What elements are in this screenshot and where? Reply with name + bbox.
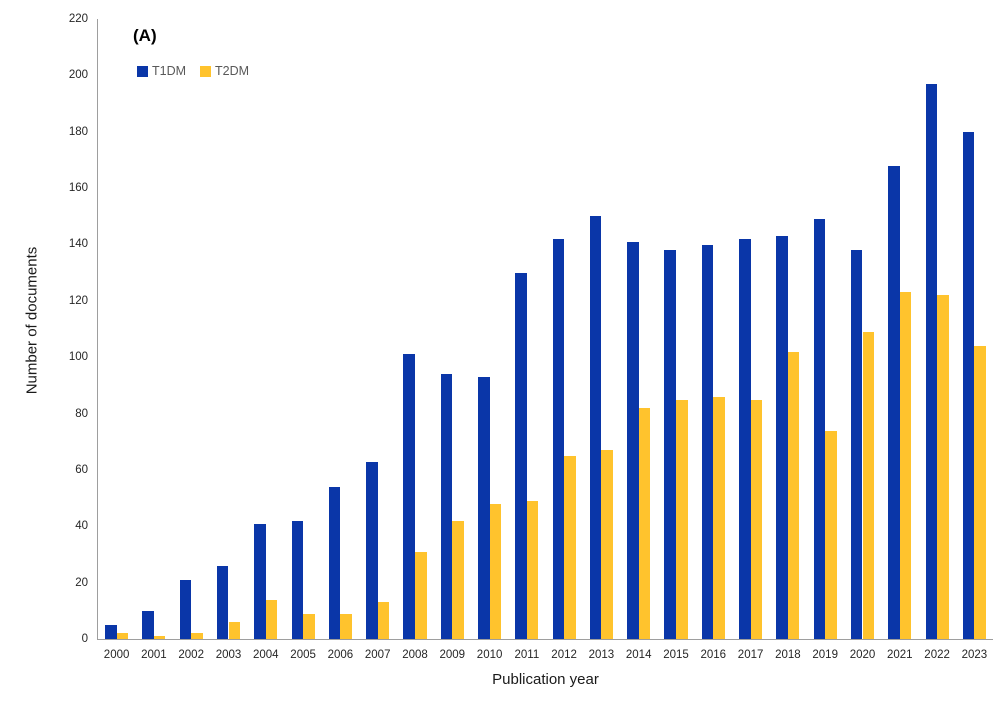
bar-t1dm-2009 [440,374,453,639]
bar-t2dm-2021 [899,292,912,639]
bar-t1dm-2005 [291,520,304,639]
x-tick-2004: 2004 [253,649,279,661]
bar-t1dm-2003 [216,565,229,639]
y-tick-100: 100 [68,351,88,364]
x-tick-2023: 2023 [961,649,988,661]
bar-t1dm-2019 [813,219,826,639]
x-tick-2000: 2000 [103,649,130,661]
x-tick-2005: 2005 [290,649,316,661]
x-tick-2016: 2016 [700,649,727,661]
x-tick-2007: 2007 [364,649,391,661]
bar-t1dm-2013 [589,216,602,639]
bar-t1dm-2021 [888,165,900,639]
legend-label-t2dm: T2DM [215,64,250,78]
x-tick-2009: 2009 [439,649,466,661]
bar-t1dm-2017 [739,238,751,639]
bar-t2dm-2018 [787,351,800,639]
y-tick-140: 140 [68,238,88,251]
bar-t1dm-2001 [142,610,154,639]
y-tick-120: 120 [68,294,88,307]
bar-t2dm-2003 [228,622,241,639]
y-axis-title: Number of documents [23,246,41,395]
bar-t2dm-2012 [564,455,576,639]
bar-t1dm-2010 [478,376,490,639]
x-tick-2017: 2017 [737,649,764,661]
bar-t1dm-2016 [701,244,714,639]
x-tick-2008: 2008 [402,649,428,661]
bar-t1dm-2004 [254,523,266,639]
bar-t2dm-2007 [377,602,390,639]
bar-t2dm-2006 [340,613,352,639]
y-tick-60: 60 [75,463,88,476]
t1dm-swatch-icon [137,66,148,77]
bar-t1dm-2015 [664,250,676,639]
bar-t1dm-2008 [403,354,415,639]
bar-t2dm-2019 [825,430,837,639]
x-tick-2019: 2019 [812,649,838,661]
x-tick-2010: 2010 [476,649,503,661]
x-tick-2002: 2002 [178,649,204,661]
y-axis-line [97,19,98,639]
x-axis-line [97,639,993,640]
bar-t2dm-2016 [713,396,725,639]
bar-t1dm-2000 [105,624,117,639]
x-tick-2018: 2018 [775,649,801,661]
bar-t1dm-2023 [962,131,975,639]
bar-t1dm-2011 [515,272,527,639]
y-tick-160: 160 [68,182,88,195]
y-tick-20: 20 [75,576,88,589]
bar-t2dm-2023 [974,345,986,639]
t2dm-swatch-icon [200,66,212,77]
bar-t1dm-2006 [328,486,341,639]
y-tick-40: 40 [75,520,88,533]
x-tick-2011: 2011 [514,649,540,661]
x-tick-2020: 2020 [849,649,876,661]
y-tick-0: 0 [81,633,88,645]
bar-t1dm-2002 [179,579,192,639]
legend-item-t2dm: T2DM [200,65,249,78]
bar-t1dm-2020 [850,250,863,639]
bar-t2dm-2000 [116,633,129,639]
x-tick-2015: 2015 [663,649,689,661]
x-tick-2022: 2022 [924,649,950,661]
x-tick-2012: 2012 [551,649,577,661]
bar-t2dm-2008 [415,551,427,639]
x-tick-2021: 2021 [887,649,913,661]
bar-t1dm-2014 [627,241,639,639]
bar-t1dm-2012 [552,238,565,639]
bar-t2dm-2009 [452,520,464,639]
bar-t2dm-2014 [638,407,651,639]
bar-t2dm-2002 [191,633,203,639]
y-tick-200: 200 [68,69,88,82]
y-tick-220: 220 [68,13,88,25]
bar-t2dm-2005 [303,613,315,639]
legend-item-t1dm: T1DM [137,65,186,78]
bar-t2dm-2010 [489,503,502,639]
panel-label: (A) [133,26,157,45]
bar-t1dm-2007 [366,461,378,639]
bar-t1dm-2018 [776,236,788,639]
bar-t2dm-2001 [153,636,166,639]
bar-t2dm-2013 [601,450,613,639]
bar-t2dm-2017 [750,399,763,639]
y-tick-80: 80 [75,407,88,420]
x-tick-2003: 2003 [215,649,242,661]
bar-t2dm-2020 [862,331,875,639]
bar-t2dm-2004 [265,599,278,639]
x-tick-2013: 2013 [588,649,615,661]
x-tick-2014: 2014 [625,649,652,661]
x-axis-title: Publication year [492,671,599,688]
x-tick-2001: 2001 [141,649,167,661]
bar-t2dm-2022 [937,295,949,639]
bar-t2dm-2011 [526,500,539,639]
x-tick-2006: 2006 [327,649,354,661]
legend: T1DM T2DM [137,65,249,78]
legend-label-t1dm: T1DM [152,64,187,78]
y-tick-180: 180 [68,125,88,138]
bar-t1dm-2022 [925,83,938,639]
bar-t2dm-2015 [676,399,688,639]
